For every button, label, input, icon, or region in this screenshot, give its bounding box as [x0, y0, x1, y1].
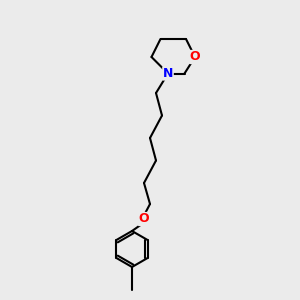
Text: O: O	[190, 50, 200, 64]
Text: N: N	[163, 67, 173, 80]
Text: O: O	[139, 212, 149, 226]
